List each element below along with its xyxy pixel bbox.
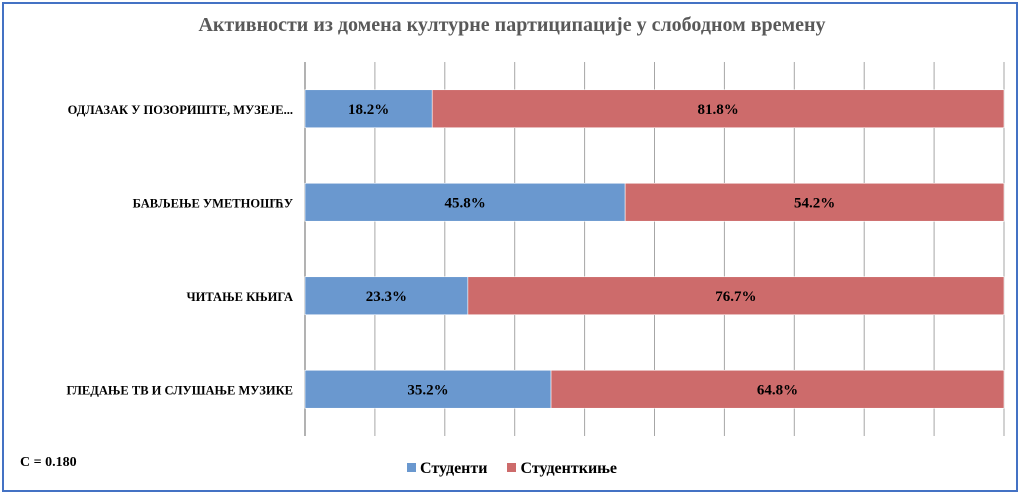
bar-female-students <box>431 89 1005 129</box>
legend-item-female-students: Студенткиње <box>507 460 617 478</box>
category-label: ЧИТАЊЕ КЊИГА <box>186 290 293 304</box>
data-label: 81.8% <box>697 102 738 118</box>
bar-female-students <box>467 276 1005 316</box>
legend-swatch-female-students <box>507 463 517 472</box>
chart-title: Активности из домена културне партиципац… <box>198 14 826 36</box>
bar-female-students <box>624 182 1005 222</box>
data-label: 76.7% <box>715 289 756 305</box>
data-label: 64.8% <box>757 382 798 398</box>
bar-female-students <box>550 369 1005 409</box>
data-label: 45.8% <box>444 195 485 211</box>
category-label: ОДЛАЗАК У ПОЗОРИШТЕ, МУЗЕЈЕ... <box>68 103 293 117</box>
data-labels: 18.2% 81.8% 45.8% 54.2% 23.3% 76.7% 35.2% 64.8% <box>348 102 835 399</box>
legend-item-students: Студенти <box>406 460 488 478</box>
data-label: 54.2% <box>794 195 835 211</box>
legend-label-students: Студенти <box>419 460 488 477</box>
statistic-annotation: C = 0.180 <box>20 455 77 470</box>
bars <box>304 89 1005 409</box>
data-label: 18.2% <box>348 102 389 118</box>
category-label: ГЛЕДАЊЕ ТВ И СЛУШАЊЕ МУЗИКЕ <box>67 383 293 397</box>
category-label: БАВЉЕЊЕ УМЕТНОШЋУ <box>133 196 293 210</box>
chart-frame <box>2 2 1018 492</box>
legend: Студенти Студенткиње <box>0 460 1024 478</box>
category-labels: ОДЛАЗАК У ПОЗОРИШТЕ, МУЗЕЈЕ... БАВЉЕЊЕ УМ… <box>67 103 293 398</box>
bar-students <box>304 89 433 129</box>
legend-label-female-students: Студенткиње <box>520 460 618 477</box>
data-label: 35.2% <box>407 382 448 398</box>
bar-students <box>304 369 552 409</box>
legend-swatch-students <box>406 463 416 472</box>
data-label: 23.3% <box>366 289 407 305</box>
bar-students <box>304 182 626 222</box>
